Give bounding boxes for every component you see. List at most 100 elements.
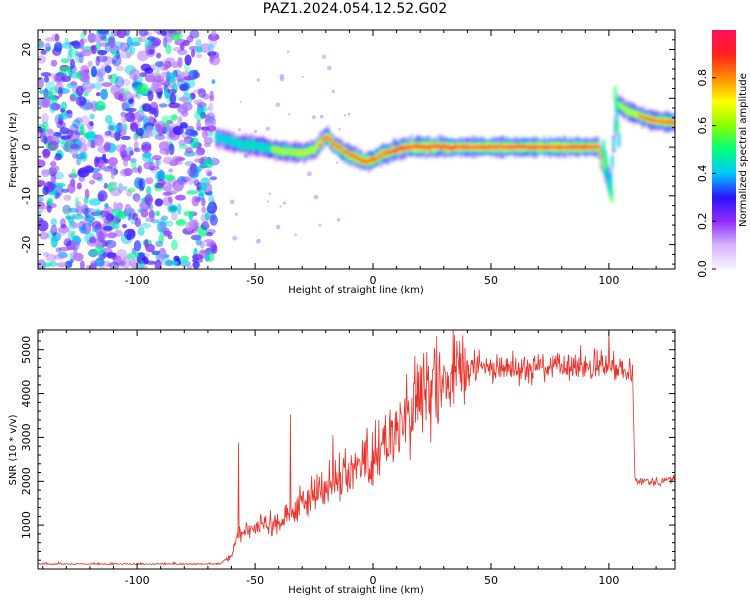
noise-blob — [46, 204, 52, 213]
noise-blob — [103, 182, 109, 189]
noise-blob — [144, 67, 154, 75]
ridge-cell — [551, 146, 555, 148]
ridge-cell — [544, 146, 548, 149]
noise-blob — [138, 35, 147, 43]
ridge-cell — [445, 145, 448, 148]
noise-blob — [94, 208, 101, 217]
noise-blob — [130, 122, 139, 132]
noise-blob — [65, 110, 73, 114]
ridge-cell — [612, 139, 615, 149]
noise-blob — [163, 36, 168, 48]
ridge-cell — [635, 111, 638, 117]
ridge-cell — [268, 145, 271, 153]
snr-x-ticks: -100 -50 0 50 100 — [42, 330, 657, 587]
noise-blob — [193, 221, 200, 228]
ridge-cell — [251, 138, 254, 150]
noise-blob — [171, 30, 182, 35]
ridge-cell — [447, 145, 450, 149]
noise-blob — [208, 193, 215, 204]
noise-blob — [189, 30, 200, 39]
ridge-cell — [372, 156, 375, 164]
ridge-cell — [449, 145, 453, 151]
noise-blob — [112, 220, 120, 230]
ridge-cell — [476, 146, 480, 148]
noise-blob — [158, 103, 168, 108]
noise-blob — [130, 262, 141, 269]
noise-blob — [198, 186, 206, 197]
spectrogram-y-tick-label: -20 — [20, 236, 33, 254]
noise-blob — [134, 196, 141, 203]
noise-blob — [183, 76, 194, 81]
ridge-cell — [508, 146, 511, 148]
ridge-cell — [386, 151, 389, 154]
ridge-cell — [285, 149, 288, 155]
ridge-cell — [588, 145, 591, 148]
spectrogram-y-axis-label: Frequency (Hz) — [8, 112, 19, 188]
ridge-cell — [288, 148, 291, 155]
noise-blob — [154, 198, 164, 207]
noise-blob — [115, 66, 125, 72]
noise-speck — [275, 102, 280, 107]
ridge-cell — [475, 146, 478, 149]
ridge-cell — [233, 137, 236, 147]
noise-blob — [56, 262, 68, 268]
noise-blob — [50, 173, 57, 183]
ridge-cell — [577, 146, 580, 148]
ridge-cell — [365, 160, 368, 165]
noise-blob — [147, 72, 159, 80]
colorbar-tick-label: 0.2 — [696, 212, 709, 230]
noise-speck — [279, 74, 285, 79]
ridge-cell — [387, 151, 390, 154]
noise-blob — [58, 86, 63, 98]
ridge-cell — [270, 144, 273, 152]
noise-blob — [156, 221, 167, 233]
noise-blob — [194, 158, 203, 163]
ridge-cell — [376, 157, 379, 160]
noise-speck — [322, 54, 327, 60]
ridge-cell — [319, 138, 322, 144]
ridge-cell — [598, 150, 601, 154]
noise-blob — [109, 45, 120, 55]
noise-blob — [75, 201, 83, 212]
ridge-cell — [302, 148, 305, 155]
noise-blob — [60, 135, 71, 140]
ridge-cell — [316, 141, 320, 146]
ridge-cell — [563, 145, 566, 148]
noise-blob — [109, 73, 119, 85]
noise-speck — [301, 75, 304, 78]
noise-blob — [186, 190, 199, 195]
noise-blob — [53, 156, 60, 161]
ridge-cell — [663, 120, 666, 124]
noise-blob — [45, 128, 55, 141]
ridge-cell — [498, 145, 501, 148]
ridge-cell — [472, 146, 475, 148]
noise-blob — [165, 43, 172, 55]
noise-blob — [97, 190, 108, 202]
ridge-cell — [287, 148, 290, 154]
ridge-cell — [452, 147, 456, 150]
ridge-cell — [652, 118, 655, 123]
noise-blob — [104, 43, 110, 53]
ridge-cell — [267, 143, 270, 153]
noise-blob — [89, 198, 101, 206]
noise-blob — [205, 232, 214, 237]
colorbar-label: Normalized spectral amplitude — [738, 73, 749, 227]
noise-blob — [205, 242, 215, 247]
ridge-cell — [471, 146, 474, 148]
ridge-cell — [454, 146, 457, 149]
ridge-cell — [240, 139, 243, 150]
noise-blob — [75, 85, 84, 97]
noise-blob — [174, 38, 187, 46]
ridge-cell — [376, 154, 379, 160]
noise-blob — [129, 68, 141, 81]
noise-blob — [69, 258, 74, 264]
noise-blob — [180, 176, 191, 183]
noise-blob — [208, 129, 213, 139]
noise-blob — [204, 212, 210, 221]
noise-blob — [59, 66, 71, 73]
noise-blob — [45, 81, 55, 91]
ridge-cell — [578, 146, 581, 149]
ridge-cell — [581, 145, 584, 148]
noise-blob — [108, 124, 115, 131]
noise-blob — [207, 171, 213, 177]
